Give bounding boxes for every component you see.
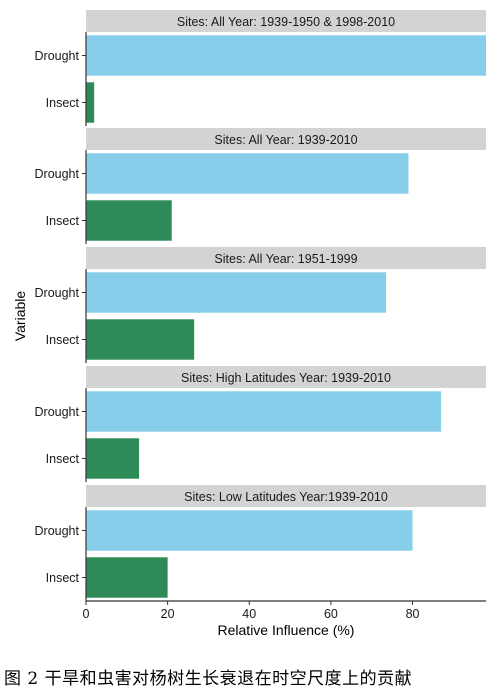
facet-strip — [86, 128, 486, 150]
y-axis-label: Variable — [12, 291, 28, 342]
bar-drought — [86, 35, 486, 76]
y-tick-label: Insect — [46, 214, 80, 228]
bar-insect — [86, 82, 95, 123]
facet-title: Sites: All Year: 1939-1950 & 1998-2010 — [177, 15, 395, 29]
bar-insect — [86, 557, 168, 598]
y-tick-label: Insect — [46, 333, 80, 347]
bar-insect — [86, 200, 172, 241]
x-tick-label: 0 — [83, 607, 90, 621]
y-tick-label: Insect — [46, 452, 80, 466]
facet-strip — [86, 366, 486, 388]
y-tick-label: Drought — [35, 286, 80, 300]
facet-strip — [86, 247, 486, 269]
facet-title: Sites: High Latitudes Year: 1939-2010 — [181, 371, 391, 385]
facet-panel: Sites: High Latitudes Year: 1939-2010 Dro… — [35, 366, 486, 482]
y-tick-label: Insect — [46, 96, 80, 110]
facet-panel: Sites: All Year: 1939-1950 & 1998-2010 Dr… — [35, 10, 486, 126]
bar-drought — [86, 272, 386, 313]
figure-caption: 图 2 干旱和虫害对杨树生长衰退在时空尺度上的贡献 — [4, 669, 413, 689]
bar-insect — [86, 319, 195, 360]
y-tick-label: Drought — [35, 49, 80, 63]
facet-strip — [86, 485, 486, 507]
x-tick-label: 40 — [242, 607, 256, 621]
bar-drought — [86, 510, 413, 551]
facet-title: Sites: Low Latitudes Year:1939-2010 — [184, 490, 388, 504]
facet-panel: Sites: All Year: 1951-1999 Drought Insect — [35, 247, 486, 363]
x-axis-label: Relative Influence (%) — [218, 622, 355, 638]
y-tick-label: Drought — [35, 524, 80, 538]
x-tick-label: 80 — [406, 607, 420, 621]
y-tick-label: Insect — [46, 571, 80, 585]
facet-strip — [86, 10, 486, 32]
facet-title: Sites: All Year: 1939-2010 — [214, 133, 357, 147]
bar-insect — [86, 438, 140, 479]
bar-drought — [86, 153, 409, 194]
facet-panel: Sites: All Year: 1939-2010 Drought Insect — [35, 128, 486, 244]
facet-title: Sites: All Year: 1951-1999 — [214, 252, 357, 266]
facet-panel: Sites: Low Latitudes Year:1939-2010 Droug… — [35, 485, 486, 601]
bar-drought — [86, 391, 442, 432]
y-tick-label: Drought — [35, 167, 80, 181]
x-tick-label: 60 — [324, 607, 338, 621]
x-tick-label: 20 — [161, 607, 175, 621]
y-tick-label: Drought — [35, 405, 80, 419]
